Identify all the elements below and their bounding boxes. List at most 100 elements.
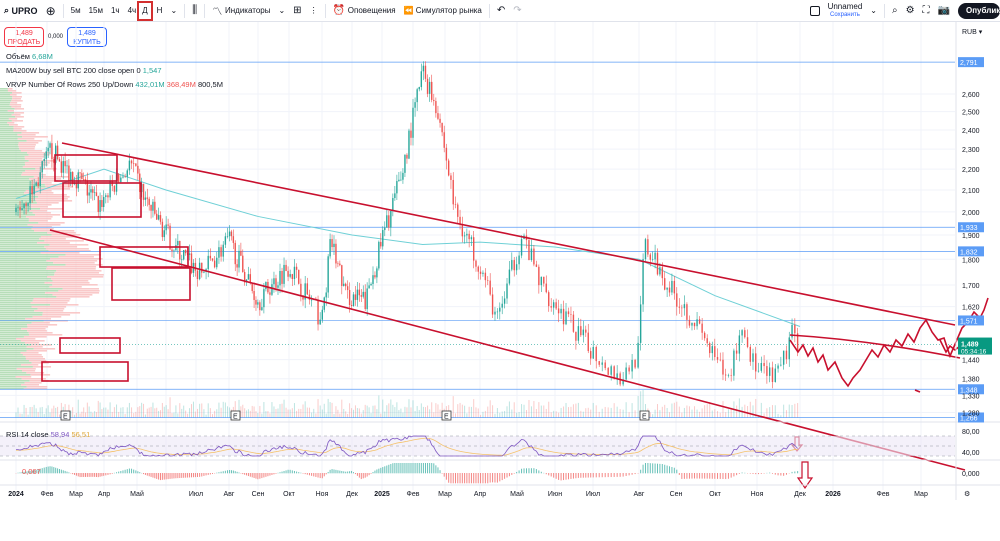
volume-bar <box>313 408 315 418</box>
macd-bar <box>592 473 594 478</box>
candle-body <box>337 263 339 265</box>
compare-button[interactable]: ⊕ <box>42 0 60 22</box>
volume-bar <box>118 411 120 418</box>
replay-button[interactable]: ⏪ Симулятор рынка <box>403 6 482 15</box>
macd-bar <box>758 473 760 475</box>
candle-body <box>277 285 279 288</box>
volume-legend[interactable]: Объём 6,68M <box>6 52 53 61</box>
rsi-line <box>15 435 798 457</box>
volume-bar <box>678 406 680 418</box>
snapshot-button[interactable]: 📷 <box>934 0 954 22</box>
candle-body <box>70 171 72 182</box>
macd-bar <box>109 473 111 475</box>
macd-bar <box>349 471 351 474</box>
candle-body <box>461 224 464 237</box>
macd-bar <box>308 473 310 476</box>
timeframe-1h[interactable]: 1ч <box>110 6 120 15</box>
volume-bar <box>81 411 83 418</box>
more-button[interactable]: ⋮ <box>306 0 322 22</box>
alerts-button[interactable]: ⏰ Оповещения <box>332 5 396 16</box>
profile-bar-down <box>12 92 22 94</box>
macd-bar <box>699 473 701 479</box>
candle-body <box>604 362 606 369</box>
chart-type-button[interactable]: ⫼ <box>188 0 201 22</box>
publish-button[interactable]: Опубликовать <box>958 2 1000 19</box>
candle-body <box>426 78 429 94</box>
candle-body <box>177 240 179 246</box>
profile-bar-down <box>7 88 13 90</box>
timeframe-15m[interactable]: 15м <box>88 6 103 15</box>
candle-body <box>271 284 273 295</box>
sell-button[interactable]: 1,489 ПРОДАТЬ <box>4 27 44 47</box>
macd-bar <box>216 472 218 474</box>
profile-bar-down <box>27 224 61 226</box>
vrvp-legend[interactable]: VRVP Number Of Rows 250 Up/Down 432,01M … <box>6 80 223 89</box>
undo-button[interactable]: ↶ <box>493 0 509 22</box>
candle-body <box>659 267 661 275</box>
volume-bar <box>273 406 275 418</box>
macd-bar <box>714 473 716 479</box>
macd-bar <box>298 472 300 474</box>
profile-bar-down <box>26 350 47 352</box>
indicators-dropdown[interactable]: ⌄ <box>274 0 289 22</box>
macd-bar <box>207 473 209 475</box>
symbol-search[interactable]: ⌕ UPRO <box>4 5 38 16</box>
macd-bar <box>236 471 238 474</box>
axis-settings-icon[interactable]: ⚙ <box>964 490 970 498</box>
volume-bar <box>133 413 135 418</box>
macd-bar <box>325 473 327 475</box>
timeframe-5m[interactable]: 5м <box>70 6 81 15</box>
volume-bar <box>72 407 74 418</box>
volume-bar <box>304 401 306 418</box>
macd-bar <box>506 473 508 478</box>
candle-body <box>35 182 37 186</box>
volume-bar <box>518 412 520 418</box>
level-label: 1,832 <box>960 249 978 256</box>
candle-body <box>79 172 81 174</box>
redo-button[interactable]: ↷ <box>509 0 525 22</box>
timeframe-week[interactable]: Н <box>156 6 163 15</box>
zone-box <box>111 267 191 301</box>
profile-bar-down <box>8 118 18 120</box>
macd-bar <box>382 467 384 474</box>
layout-dropdown[interactable]: ⌄ <box>866 0 881 22</box>
volume-bar <box>77 399 79 418</box>
rsi-legend[interactable]: RSI 14 close 58,94 56,51 <box>6 430 91 439</box>
macd-bar <box>590 473 592 478</box>
layout-checkbox[interactable] <box>806 0 824 22</box>
volume-bar <box>333 414 335 418</box>
macd-bar <box>192 473 194 478</box>
candle-body <box>81 173 83 180</box>
ma-legend[interactable]: MA200W buy sell BTC 200 close open 0 1,5… <box>6 66 162 75</box>
indicators-button[interactable]: 〽 Индикаторы <box>208 0 274 22</box>
profile-bar-up <box>0 360 29 362</box>
volume-bar <box>214 410 216 418</box>
candle-body <box>470 237 473 240</box>
volume-bar <box>634 410 636 418</box>
timeframe-day[interactable]: Д <box>137 0 153 21</box>
macd-bar <box>234 471 236 474</box>
candle-body <box>394 193 396 199</box>
macd-bar <box>364 473 366 478</box>
volume-bar <box>780 415 782 418</box>
candle-body <box>66 165 68 167</box>
templates-button[interactable]: ⊞ <box>289 0 305 22</box>
volume-bar <box>439 409 441 418</box>
profile-bar-down <box>51 278 92 280</box>
settings-button[interactable]: ⚙ <box>902 0 919 22</box>
buy-button[interactable]: 1,489 КУПИТЬ <box>67 27 108 47</box>
timeframe-4h[interactable]: 4ч <box>127 6 137 15</box>
indicators-icon: 〽 <box>212 7 225 18</box>
fullscreen-button[interactable]: ⛶ <box>919 0 934 22</box>
layout-name[interactable]: Unnamed Сохранить <box>827 1 863 18</box>
macd-legend[interactable]: 0,067 <box>22 467 41 476</box>
profile-bar-up <box>0 98 13 100</box>
volume-bar <box>513 402 515 418</box>
volume-bar <box>29 407 31 418</box>
currency-select[interactable]: RUB ▾ <box>962 29 983 36</box>
price-tick: 2,600 <box>962 92 980 99</box>
volume-bar <box>592 402 594 418</box>
quick-search-button[interactable]: ⌕ <box>888 0 902 22</box>
timeframe-dropdown[interactable]: ⌄ <box>166 0 181 22</box>
